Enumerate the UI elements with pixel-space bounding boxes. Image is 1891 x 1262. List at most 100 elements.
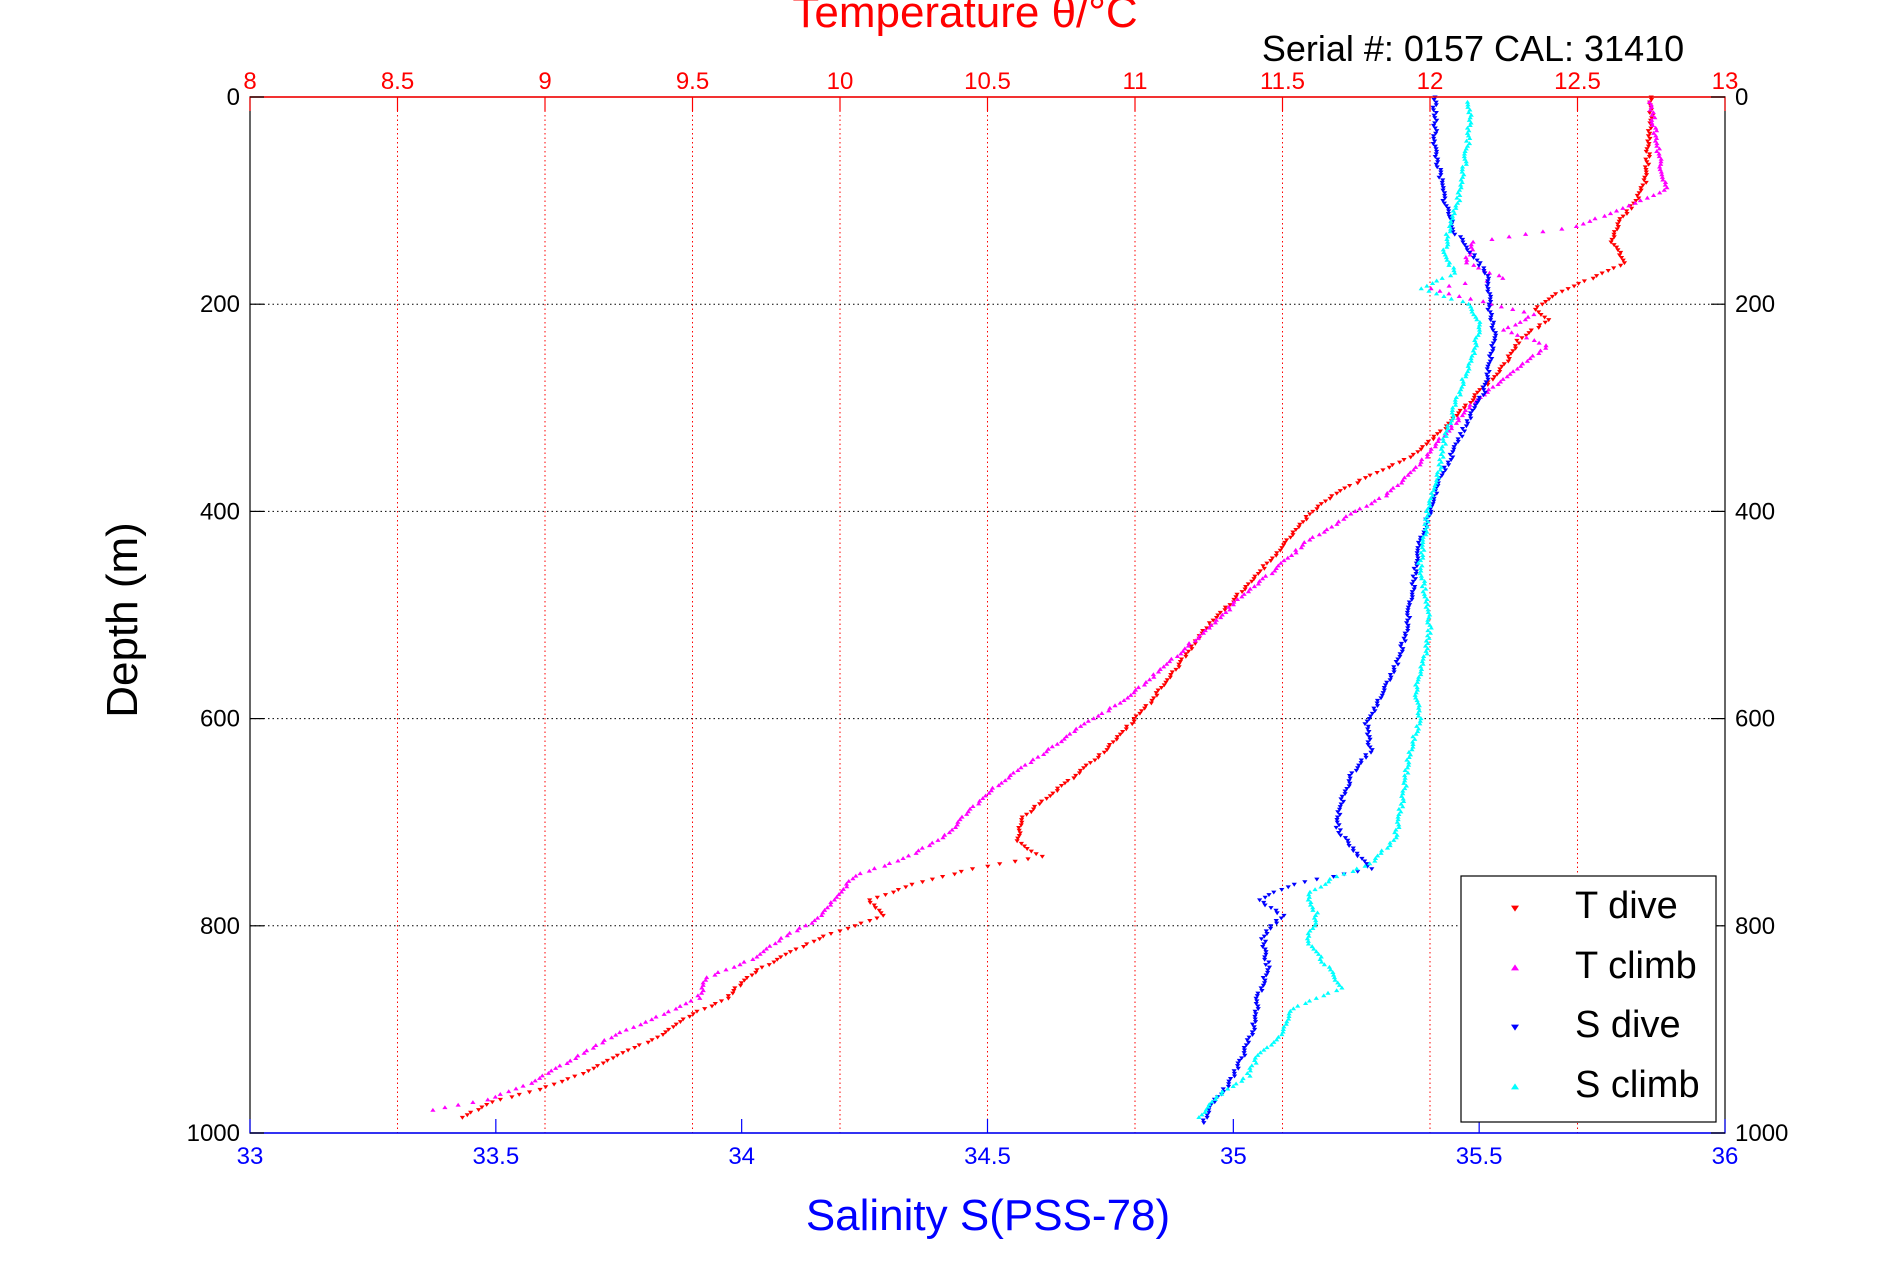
- data-point: [1346, 843, 1352, 848]
- data-point: [1536, 351, 1542, 355]
- data-point: [1395, 814, 1401, 819]
- data-point: [1246, 1035, 1252, 1040]
- data-point: [1468, 401, 1474, 405]
- data-point: [1239, 590, 1245, 595]
- data-point: [1341, 516, 1347, 521]
- data-point: [1433, 152, 1439, 157]
- data-point: [1453, 421, 1460, 425]
- data-point: [1510, 307, 1516, 311]
- data-point: [1131, 717, 1137, 721]
- data-point: [1397, 654, 1403, 659]
- data-point: [591, 1066, 597, 1071]
- data-point: [1287, 535, 1294, 540]
- data-point: [1204, 626, 1210, 631]
- data-point: [1315, 951, 1322, 956]
- data-point: [1440, 436, 1446, 441]
- data-point: [1318, 884, 1324, 889]
- data-point: [1431, 496, 1437, 501]
- data-point: [1476, 395, 1482, 400]
- data-point: [1249, 1030, 1255, 1035]
- data-point: [1252, 1058, 1258, 1063]
- data-point: [553, 1066, 559, 1070]
- data-point: [1450, 455, 1456, 460]
- data-point: [1384, 490, 1390, 495]
- data-point: [1607, 211, 1614, 216]
- temperature-tick-label: 11.5: [1260, 68, 1305, 95]
- data-point: [1463, 374, 1469, 379]
- data-point: [1535, 310, 1542, 315]
- data-point: [1334, 522, 1340, 526]
- data-point: [1476, 322, 1483, 327]
- data-point: [1434, 432, 1441, 437]
- data-point: [1085, 718, 1091, 723]
- data-point: [1030, 757, 1036, 762]
- data-point: [1472, 338, 1478, 343]
- data-point: [1006, 775, 1012, 780]
- data-point: [1445, 460, 1451, 465]
- data-point: [1440, 247, 1446, 252]
- data-point: [1439, 180, 1445, 185]
- data-point: [497, 1097, 503, 1102]
- data-point: [1012, 859, 1018, 864]
- data-point: [1364, 719, 1370, 724]
- data-point: [757, 951, 763, 956]
- data-point: [1168, 656, 1174, 661]
- data-point: [1433, 162, 1439, 167]
- series-s-climb: [1196, 99, 1483, 1120]
- data-point: [1451, 445, 1457, 449]
- data-point: [1335, 980, 1341, 985]
- data-point: [1241, 1045, 1247, 1050]
- data-point: [649, 1038, 655, 1043]
- data-point: [1235, 1061, 1241, 1066]
- data-point: [1446, 260, 1453, 265]
- data-point: [1481, 266, 1487, 271]
- data-point: [1414, 680, 1421, 684]
- data-point: [1087, 761, 1093, 765]
- data-point: [941, 832, 948, 837]
- data-point: [1649, 117, 1655, 122]
- data-point: [1245, 589, 1252, 594]
- data-point: [1405, 605, 1411, 610]
- data-point: [688, 998, 694, 1003]
- data-point: [1460, 240, 1466, 245]
- data-point: [1412, 682, 1419, 687]
- data-point: [1464, 257, 1470, 262]
- data-point: [1279, 1032, 1285, 1037]
- data-point: [1200, 628, 1206, 633]
- data-point: [1183, 654, 1189, 659]
- data-point: [1505, 354, 1511, 359]
- data-point: [1346, 784, 1352, 789]
- data-point: [1521, 309, 1527, 314]
- data-point: [1376, 496, 1382, 501]
- data-point: [1460, 299, 1466, 304]
- data-point: [793, 947, 799, 952]
- data-point: [1642, 165, 1648, 170]
- data-point: [1417, 535, 1424, 540]
- data-point: [683, 1001, 689, 1006]
- data-point: [1044, 796, 1050, 801]
- data-point: [1260, 944, 1266, 949]
- data-point: [1468, 112, 1474, 117]
- data-point: [1587, 218, 1593, 223]
- data-point: [955, 819, 961, 824]
- data-point: [1267, 926, 1274, 931]
- data-point: [997, 862, 1003, 867]
- data-point: [858, 921, 864, 926]
- data-point: [1462, 243, 1468, 247]
- data-point: [1425, 617, 1431, 622]
- data-point: [1338, 802, 1344, 807]
- data-point: [1497, 367, 1503, 372]
- data-point: [1402, 773, 1408, 778]
- data-point: [1336, 983, 1343, 987]
- data-point: [1484, 367, 1490, 372]
- data-point: [1427, 503, 1433, 508]
- data-point: [1448, 426, 1455, 431]
- data-point: [1470, 256, 1477, 260]
- data-point: [1487, 310, 1493, 315]
- data-point: [1280, 1027, 1286, 1031]
- data-point: [1418, 459, 1424, 464]
- data-point: [1095, 713, 1101, 718]
- data-point: [1468, 356, 1474, 361]
- data-point: [1455, 415, 1461, 420]
- data-point: [1436, 462, 1442, 467]
